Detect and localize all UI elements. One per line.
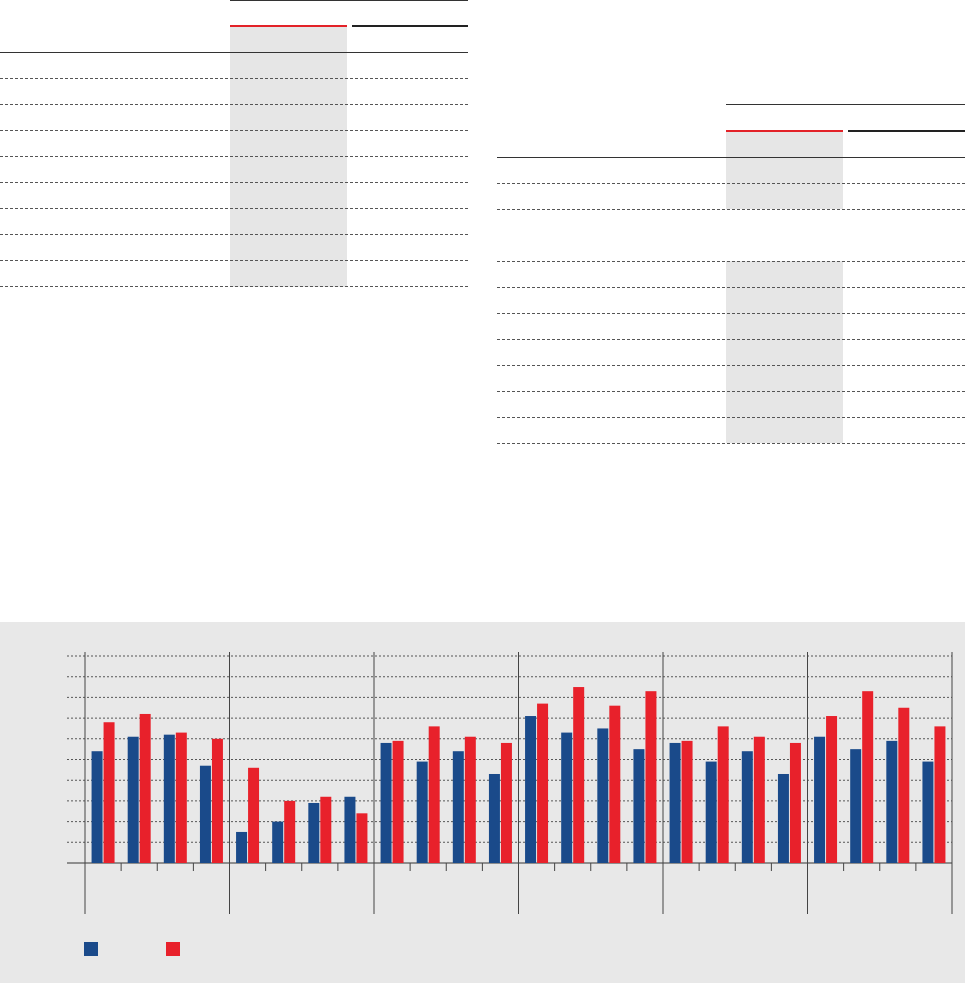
row-divider bbox=[497, 287, 965, 288]
current-year-rule bbox=[726, 130, 843, 132]
row-divider bbox=[497, 365, 965, 366]
bar bbox=[789, 742, 801, 863]
row-divider bbox=[497, 209, 965, 210]
header-rule bbox=[230, 0, 468, 1]
bar bbox=[741, 751, 753, 863]
bar bbox=[284, 800, 296, 863]
row-divider bbox=[497, 313, 965, 314]
row-divider bbox=[497, 391, 965, 392]
row-divider bbox=[0, 182, 468, 183]
bar bbox=[428, 726, 440, 863]
bar bbox=[753, 736, 765, 863]
prior-year-rule bbox=[848, 130, 965, 132]
row-divider bbox=[497, 443, 965, 444]
current-year-rule bbox=[230, 25, 347, 27]
bar bbox=[91, 751, 103, 863]
bar bbox=[356, 813, 368, 863]
table-header-divider bbox=[497, 157, 965, 158]
row-divider bbox=[497, 261, 965, 262]
row-divider bbox=[497, 339, 965, 340]
row-divider bbox=[0, 234, 468, 235]
row-divider bbox=[0, 260, 468, 261]
bar bbox=[597, 728, 609, 863]
bar bbox=[139, 713, 151, 863]
bar bbox=[344, 796, 356, 863]
bar bbox=[898, 707, 910, 863]
bar bbox=[211, 738, 223, 863]
bar bbox=[103, 722, 115, 863]
bar bbox=[609, 705, 621, 863]
row-divider bbox=[0, 156, 468, 157]
row-divider bbox=[497, 417, 965, 418]
bar bbox=[380, 742, 392, 863]
bar bbox=[537, 703, 549, 863]
bar bbox=[248, 767, 260, 863]
table-header-divider bbox=[0, 52, 468, 53]
bar bbox=[850, 749, 862, 863]
bar bbox=[500, 742, 512, 863]
row-divider bbox=[0, 78, 468, 79]
bar bbox=[320, 796, 332, 863]
row-divider bbox=[497, 183, 965, 184]
bar bbox=[681, 740, 693, 863]
bar bbox=[886, 740, 898, 863]
bar bbox=[272, 821, 284, 863]
bar-chart bbox=[67, 652, 953, 914]
bar bbox=[199, 765, 211, 863]
bar bbox=[488, 773, 500, 863]
legend-swatch-blue bbox=[84, 942, 98, 956]
highlight-column bbox=[726, 261, 843, 443]
bar bbox=[308, 802, 320, 863]
row-divider bbox=[0, 130, 468, 131]
highlight-column bbox=[726, 131, 843, 209]
bar bbox=[645, 691, 657, 863]
chart-panel bbox=[0, 622, 965, 983]
bar bbox=[862, 691, 874, 863]
bar bbox=[922, 761, 934, 863]
row-divider bbox=[0, 208, 468, 209]
table-top-left bbox=[0, 0, 468, 290]
bar bbox=[525, 716, 537, 863]
bar bbox=[561, 732, 573, 863]
prior-year-rule bbox=[352, 25, 468, 27]
bar bbox=[826, 716, 838, 863]
bar bbox=[717, 726, 729, 863]
bar bbox=[452, 751, 464, 863]
bar bbox=[464, 736, 476, 863]
bar bbox=[777, 773, 789, 863]
legend-swatch-red bbox=[166, 942, 180, 956]
bar bbox=[236, 831, 248, 863]
bar bbox=[705, 761, 717, 863]
bar bbox=[416, 761, 428, 863]
bar bbox=[127, 736, 139, 863]
bar bbox=[392, 740, 404, 863]
bar bbox=[573, 687, 585, 863]
table-right bbox=[497, 104, 965, 444]
bar bbox=[934, 726, 946, 863]
header-rule bbox=[726, 104, 965, 105]
bar bbox=[633, 749, 645, 863]
row-divider bbox=[0, 286, 468, 287]
highlight-column bbox=[230, 27, 347, 287]
row-divider bbox=[0, 104, 468, 105]
bar bbox=[814, 736, 826, 863]
bar bbox=[163, 734, 175, 863]
bar bbox=[669, 742, 681, 863]
bar bbox=[175, 732, 187, 863]
